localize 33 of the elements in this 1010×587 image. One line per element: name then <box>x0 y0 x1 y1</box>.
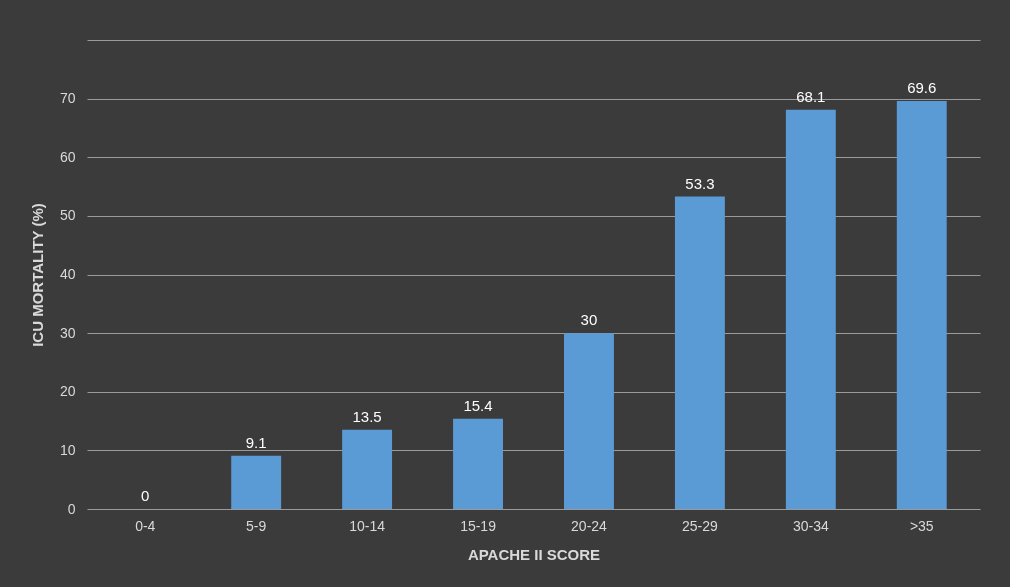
data-label: 0 <box>141 487 150 504</box>
y-tick-label: 50 <box>59 207 76 224</box>
data-label: 30 <box>580 311 598 329</box>
data-label: 13.5 <box>352 407 382 425</box>
bar <box>231 455 282 509</box>
x-tick-label: 30-34 <box>792 517 829 534</box>
y-tick-label: 60 <box>59 148 76 165</box>
x-tick-label: 10-14 <box>349 517 386 534</box>
bar <box>674 196 725 509</box>
y-tick-label: 70 <box>59 90 76 107</box>
data-label: 15.4 <box>463 396 493 414</box>
x-tick-label: 25-29 <box>681 517 719 534</box>
x-tick-label: >35 <box>909 517 934 534</box>
data-label: 9.1 <box>245 433 267 451</box>
bar <box>785 109 836 509</box>
bar <box>564 333 614 509</box>
bar <box>342 429 393 509</box>
x-tick-label: 0-4 <box>135 517 156 534</box>
x-tick-label: 5-9 <box>246 517 267 534</box>
bar <box>453 418 503 509</box>
y-tick-label: 10 <box>59 441 76 458</box>
x-tick-label: 20-24 <box>571 517 608 534</box>
x-axis-title: APACHE II SCORE <box>467 545 601 563</box>
y-tick-label: 40 <box>59 266 76 282</box>
y-tick-label: 0 <box>67 500 76 517</box>
y-tick-label: 30 <box>59 324 76 341</box>
bar <box>896 100 947 509</box>
y-tick-label: 20 <box>59 383 76 400</box>
data-label: 53.3 <box>685 174 715 192</box>
data-label: 68.1 <box>796 87 826 105</box>
y-axis-title: ICU MORTALITY (%) <box>28 203 46 347</box>
data-label: 69.6 <box>907 78 937 96</box>
x-tick-label: 15-19 <box>460 517 497 534</box>
